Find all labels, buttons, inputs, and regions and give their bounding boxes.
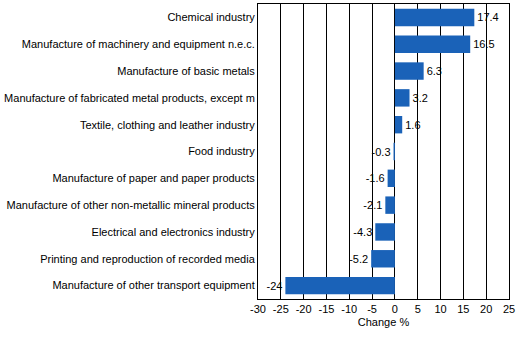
svg-text:-5.2: -5.2	[349, 253, 368, 265]
svg-text:Manufacture of other non-metal: Manufacture of other non-metallic minera…	[7, 199, 256, 211]
svg-text:-5: -5	[367, 303, 377, 315]
svg-text:16.5: 16.5	[473, 38, 494, 50]
svg-text:Chemical industry: Chemical industry	[167, 11, 255, 23]
svg-text:-15: -15	[318, 303, 334, 315]
svg-text:-10: -10	[341, 303, 357, 315]
svg-text:-0.3: -0.3	[372, 146, 391, 158]
svg-text:Manufacture of fabricated meta: Manufacture of fabricated metal products…	[4, 92, 255, 104]
svg-text:1.6: 1.6	[405, 119, 420, 131]
svg-text:10: 10	[434, 303, 446, 315]
svg-text:-20: -20	[296, 303, 312, 315]
svg-text:Manufacture of basic metals: Manufacture of basic metals	[117, 65, 255, 77]
svg-text:Food industry: Food industry	[188, 145, 255, 157]
svg-text:Change %: Change %	[358, 316, 410, 328]
svg-text:-1.6: -1.6	[366, 172, 385, 184]
svg-text:17.4: 17.4	[477, 11, 498, 23]
svg-text:-24: -24	[266, 280, 282, 292]
svg-text:Manufacture of paper and paper: Manufacture of paper and paper products	[52, 172, 255, 184]
svg-text:0: 0	[392, 303, 398, 315]
svg-text:Manufacture of machinery and e: Manufacture of machinery and equipment n…	[22, 38, 255, 50]
svg-text:Textile, clothing and leather: Textile, clothing and leather industry	[80, 119, 255, 131]
svg-text:Printing and reproduction of r: Printing and reproduction of recorded me…	[40, 253, 256, 265]
svg-text:15: 15	[457, 303, 469, 315]
svg-text:3.2: 3.2	[413, 92, 428, 104]
svg-text:20: 20	[480, 303, 492, 315]
svg-text:25: 25	[503, 303, 515, 315]
svg-text:5: 5	[415, 303, 421, 315]
svg-text:-30: -30	[250, 303, 266, 315]
svg-text:-25: -25	[273, 303, 289, 315]
svg-text:-2.1: -2.1	[363, 199, 382, 211]
svg-text:Electrical and electronics ind: Electrical and electronics industry	[92, 226, 256, 238]
svg-text:6.3: 6.3	[427, 65, 442, 77]
svg-text:Manufacture of other transport: Manufacture of other transport equipment	[52, 279, 254, 291]
svg-text:-4.3: -4.3	[353, 226, 372, 238]
